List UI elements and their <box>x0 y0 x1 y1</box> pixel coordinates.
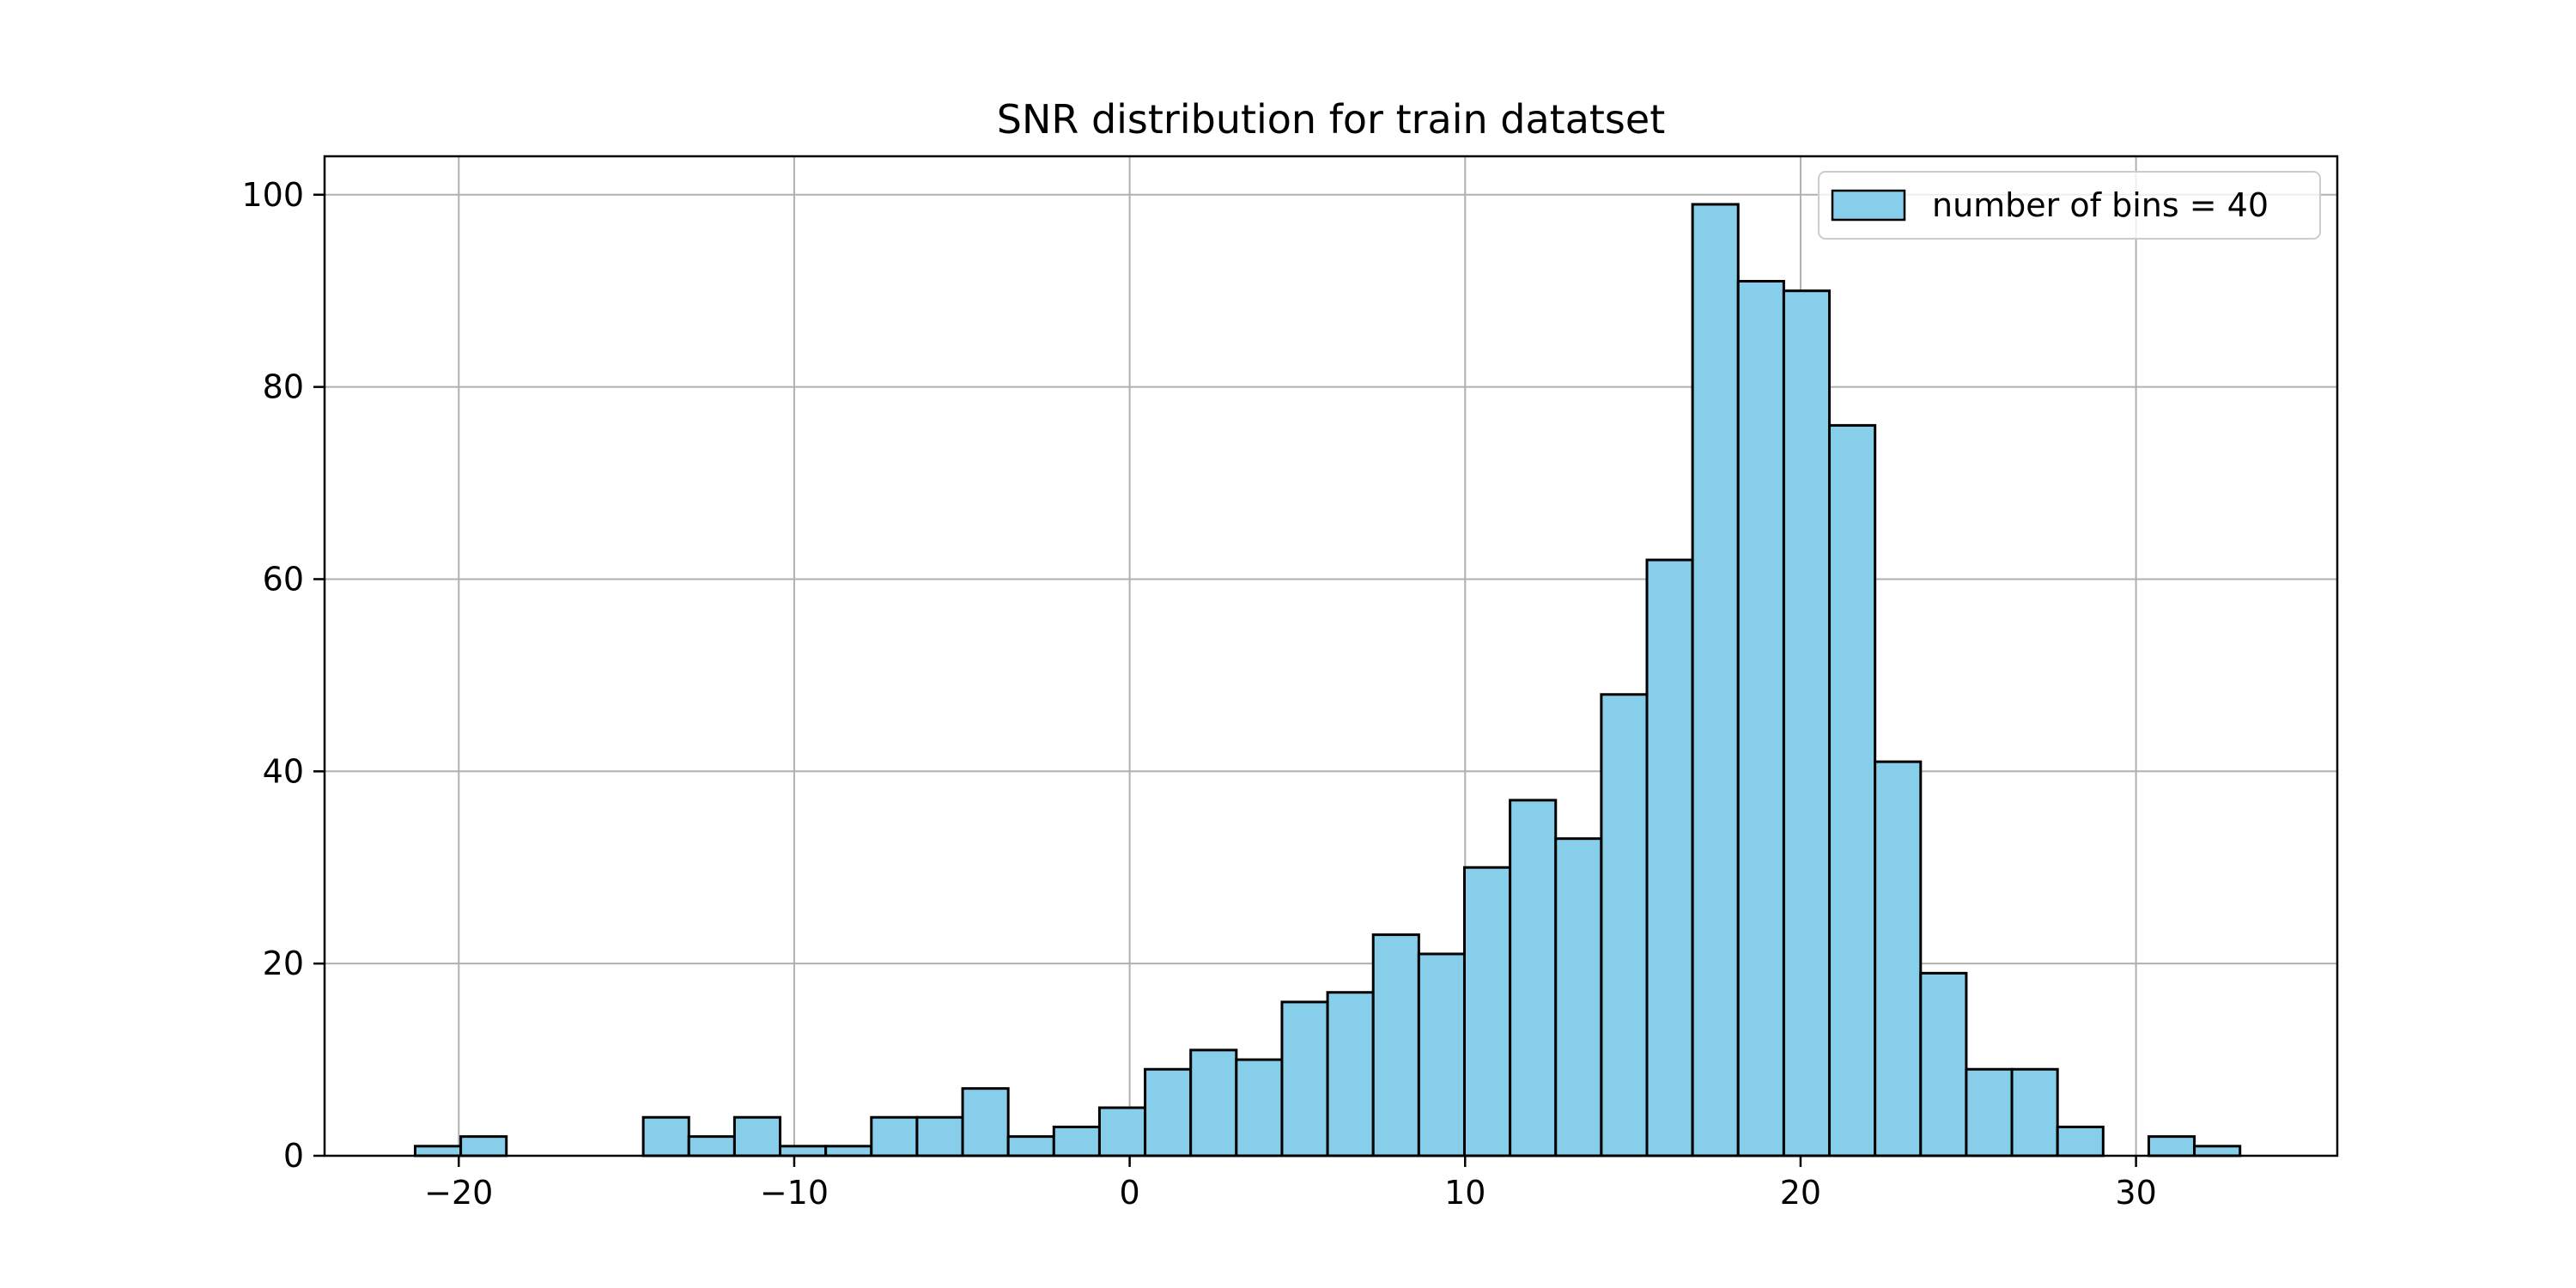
histogram-bar <box>2193 1145 2242 1157</box>
histogram-bar <box>2010 1067 2059 1157</box>
histogram-bar <box>1006 1135 1055 1157</box>
y-tick-label: 0 <box>283 1137 304 1175</box>
histogram-bar <box>1280 1000 1329 1157</box>
x-tick-label: 10 <box>1444 1174 1485 1212</box>
histogram-bar <box>1874 760 1923 1157</box>
histogram-bar <box>1052 1125 1101 1157</box>
y-tick-label: 60 <box>263 560 304 598</box>
histogram-bar <box>961 1087 1010 1157</box>
histogram-bar <box>1509 799 1558 1157</box>
x-tick-label: 20 <box>1780 1174 1821 1212</box>
histogram-bar <box>1645 558 1694 1157</box>
histogram-bar <box>1326 991 1375 1157</box>
histogram-bar <box>1828 423 1877 1157</box>
x-axis-ticks: −20 −10 0 10 20 30 <box>424 1156 2157 1212</box>
histogram-bar <box>413 1145 463 1157</box>
histogram-bar <box>1554 837 1603 1157</box>
y-tick-label: 20 <box>263 945 304 982</box>
histogram-bar <box>2056 1125 2105 1157</box>
histogram-bar <box>1097 1106 1147 1157</box>
histogram-bar <box>1600 693 1649 1157</box>
histogram-bar <box>1235 1058 1284 1157</box>
x-tick-label: −20 <box>424 1174 493 1212</box>
chart-title: SNR distribution for train datatset <box>997 96 1665 143</box>
legend-swatch <box>1831 189 1906 222</box>
histogram-bar <box>1965 1067 2014 1157</box>
histogram-bar <box>1417 952 1466 1157</box>
histogram-bar <box>641 1115 690 1157</box>
histogram-bar <box>824 1145 873 1157</box>
plot-area-frame <box>323 155 2339 1157</box>
histogram-bar <box>870 1115 919 1157</box>
histogram-bar <box>459 1135 508 1157</box>
x-tick-label: 0 <box>1120 1174 1140 1212</box>
histogram-bar <box>732 1115 782 1157</box>
histogram-bars <box>413 203 2242 1157</box>
histogram-bar <box>1691 203 1740 1157</box>
y-tick-label: 40 <box>263 752 304 790</box>
histogram-bar <box>2147 1135 2196 1157</box>
histogram-bar <box>779 1145 828 1157</box>
histogram-bar <box>1144 1067 1193 1157</box>
y-tick-label: 100 <box>241 176 304 214</box>
histogram-bar <box>1782 289 1832 1157</box>
legend-box <box>1818 171 2321 240</box>
legend: number of bins = 40 <box>1818 171 2321 240</box>
histogram-bar <box>687 1135 736 1157</box>
histogram-bar <box>1736 280 1785 1157</box>
x-tick-label: 30 <box>2115 1174 2156 1212</box>
y-axis-ticks: 0 20 40 60 80 100 <box>241 176 325 1175</box>
histogram-bar <box>1462 866 1512 1157</box>
histogram-bar <box>1371 933 1420 1157</box>
histogram-bar <box>915 1115 964 1157</box>
legend-label: number of bins = 40 <box>1932 186 2269 224</box>
histogram-bar <box>1919 971 1968 1157</box>
histogram-bar <box>1189 1048 1238 1157</box>
y-tick-label: 80 <box>263 368 304 406</box>
x-tick-label: −10 <box>760 1174 829 1212</box>
